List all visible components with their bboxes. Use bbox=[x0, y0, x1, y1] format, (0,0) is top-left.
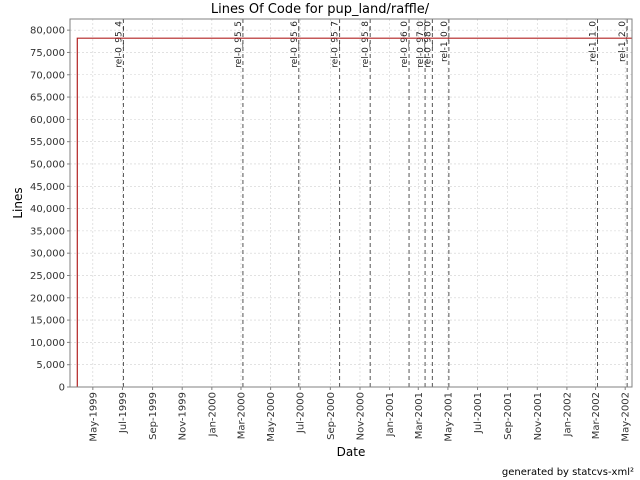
y-tick-label: 20,000 bbox=[30, 293, 65, 304]
tag-label: rel-0_97_0 bbox=[416, 21, 426, 68]
x-tick-label: Jul-1999 bbox=[118, 392, 129, 434]
plot-area bbox=[69, 18, 633, 388]
x-tick-label: Nov-2001 bbox=[533, 392, 544, 440]
y-tick-label: 75,000 bbox=[30, 48, 65, 59]
tag-label: rel-0_95_7 bbox=[331, 21, 341, 68]
tag-markers: rel-0_95_4 rel-0_95_5 rel-0_95_6 rel-0_95_7… bbox=[114, 19, 628, 387]
y-tick-label: 40,000 bbox=[30, 204, 65, 215]
y-tick-label: 35,000 bbox=[30, 226, 65, 237]
x-tick-label: May-2001 bbox=[443, 392, 454, 442]
y-tick-label: 10,000 bbox=[30, 338, 65, 349]
grid-lines bbox=[70, 19, 632, 388]
x-tick-label: Jan-2000 bbox=[207, 392, 218, 437]
series-lines bbox=[76, 37, 632, 387]
x-tick-label: Jan-2001 bbox=[385, 392, 396, 437]
tag-label: rel-1_0_0 bbox=[440, 21, 450, 62]
loc-series-line bbox=[76, 37, 632, 387]
x-tick-label: May-2000 bbox=[266, 392, 277, 442]
x-tick-label: Jul-2000 bbox=[296, 392, 307, 434]
x-tick-label: Nov-2000 bbox=[355, 392, 366, 440]
y-tick-label: 15,000 bbox=[30, 316, 65, 327]
y-tick-label: 65,000 bbox=[30, 93, 65, 104]
y-tick-label: 30,000 bbox=[30, 249, 65, 260]
y-axis-label: Lines bbox=[11, 187, 25, 218]
x-axis-ticks: May-1999 Jul-1999 Sep-1999 Nov-1999 Jan-2000… bbox=[88, 387, 632, 442]
tag-label: rel-0_95_4 bbox=[114, 21, 124, 68]
tag-label: rel-1_2_0 bbox=[618, 21, 628, 62]
y-tick-label: 5,000 bbox=[36, 360, 65, 371]
y-tick-label: 25,000 bbox=[30, 271, 65, 282]
x-tick-label: May-1999 bbox=[88, 392, 99, 442]
x-tick-label: Mar-2000 bbox=[236, 392, 247, 439]
y-axis-ticks: 0 5,000 10,000 15,000 20,000 25,000 30,000 35,0… bbox=[30, 26, 70, 394]
tag-label: rel-1_1_0 bbox=[589, 21, 599, 62]
x-axis-label: Date bbox=[337, 445, 366, 459]
tag-label: rel-0_95_8 bbox=[361, 21, 371, 68]
x-tick-label: Nov-1999 bbox=[178, 392, 189, 440]
x-tick-label: Mar-2002 bbox=[591, 392, 602, 439]
y-tick-label: 80,000 bbox=[30, 26, 65, 37]
tag-label: rel-0_98_0 bbox=[423, 21, 433, 68]
y-tick-label: 70,000 bbox=[30, 70, 65, 81]
x-tick-label: Mar-2001 bbox=[414, 392, 425, 439]
x-tick-label: Jul-2001 bbox=[473, 392, 484, 434]
y-tick-label: 0 bbox=[59, 383, 65, 394]
x-tick-label: Sep-2000 bbox=[326, 392, 337, 440]
tag-label: rel-0_95_5 bbox=[234, 21, 244, 68]
x-tick-label: Sep-2001 bbox=[503, 392, 514, 440]
y-tick-label: 50,000 bbox=[30, 159, 65, 170]
generator-footer: generated by statcvs-xml² bbox=[502, 467, 634, 478]
x-tick-label: May-2002 bbox=[621, 392, 632, 442]
y-tick-label: 60,000 bbox=[30, 115, 65, 126]
x-tick-label: Jan-2002 bbox=[562, 392, 573, 437]
tag-label: rel-0_96_0 bbox=[400, 21, 410, 68]
x-tick-label: Sep-1999 bbox=[148, 392, 159, 440]
y-tick-label: 45,000 bbox=[30, 182, 65, 193]
y-tick-label: 55,000 bbox=[30, 137, 65, 148]
chart-title: Lines Of Code for pup_land/raffle/ bbox=[211, 2, 430, 17]
tag-label: rel-0_95_6 bbox=[290, 21, 300, 68]
